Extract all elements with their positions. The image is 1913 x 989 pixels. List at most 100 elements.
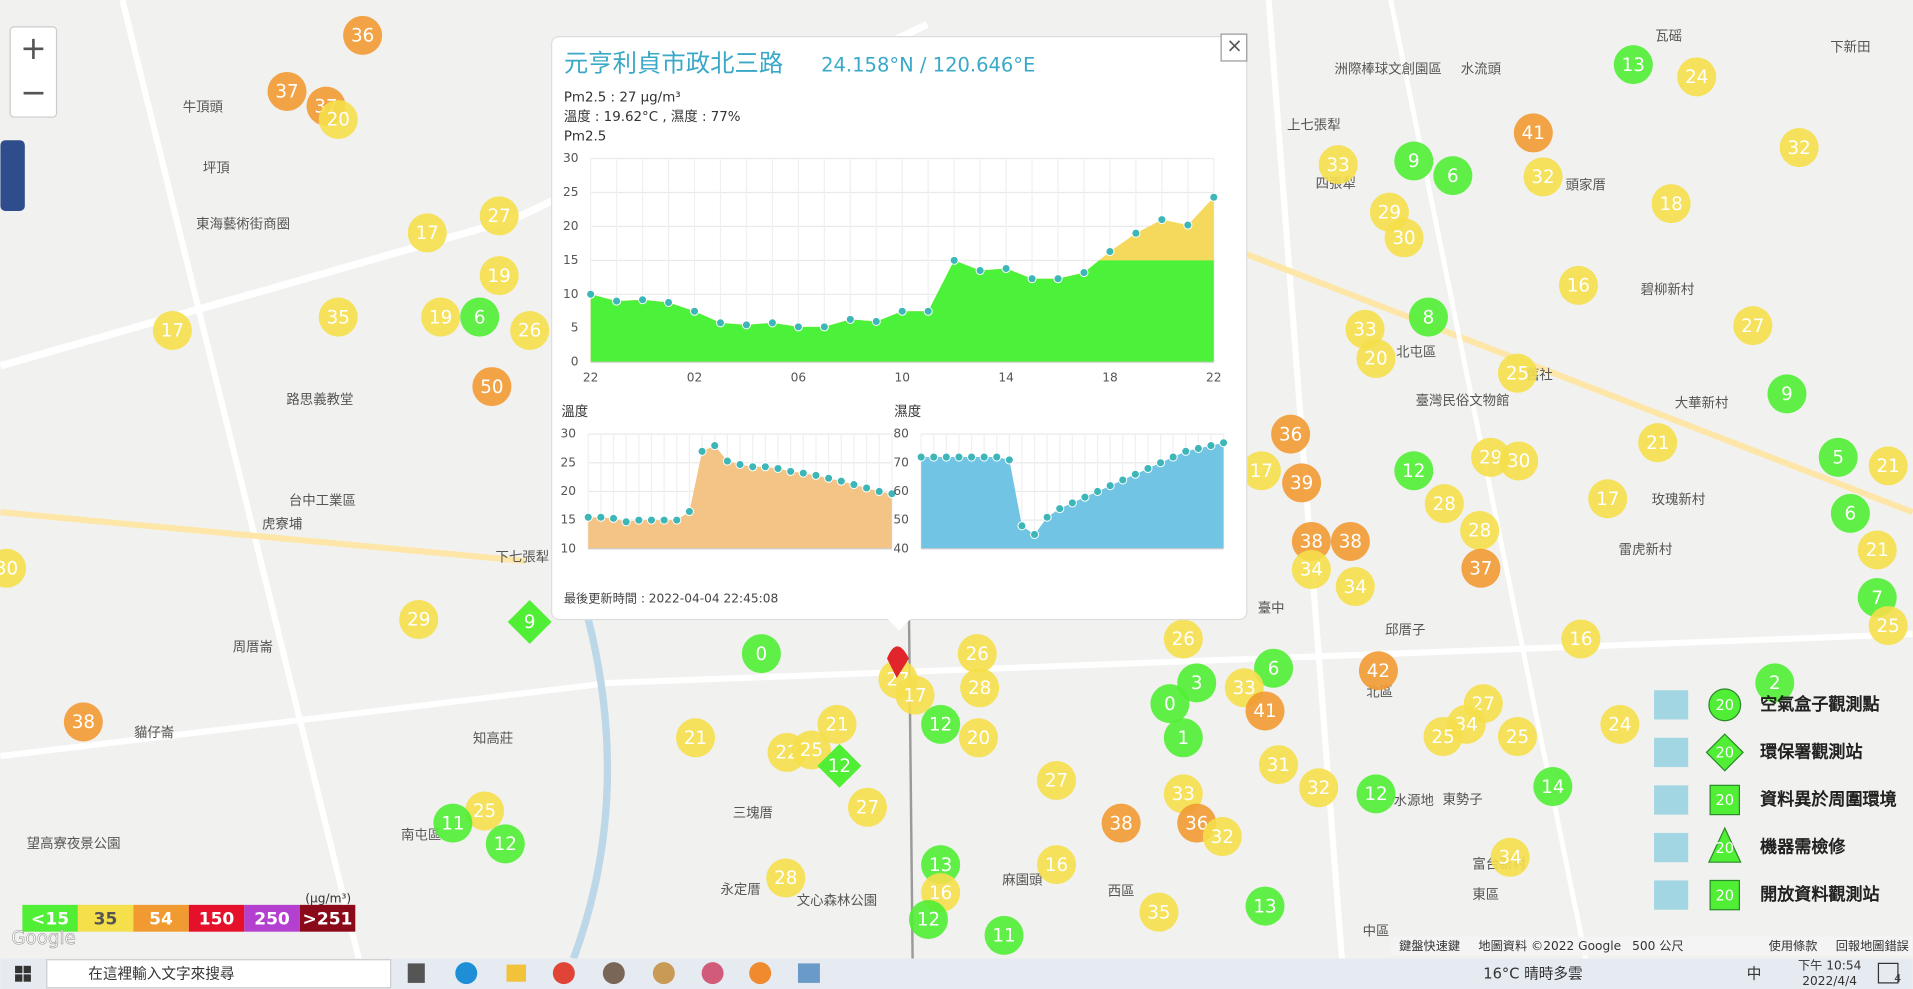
notify-icon[interactable]: [1877, 962, 1899, 984]
station-marker[interactable]: [1868, 606, 1908, 646]
station-marker[interactable]: [1282, 463, 1322, 503]
search-placeholder[interactable]: 在這裡輸入文字來搜尋: [88, 965, 234, 982]
station-marker[interactable]: [1600, 704, 1640, 744]
station-marker[interactable]: [1513, 113, 1553, 153]
station-marker[interactable]: [318, 99, 358, 140]
station-marker[interactable]: [460, 297, 500, 337]
footer-link[interactable]: 回報地圖錯誤: [1836, 938, 1909, 953]
station-marker[interactable]: [1588, 479, 1628, 519]
station-marker[interactable]: [0, 548, 27, 588]
station-marker[interactable]: [1733, 306, 1773, 346]
station-marker[interactable]: [1857, 530, 1897, 570]
ime[interactable]: 中: [1747, 965, 1762, 982]
station-marker[interactable]: [343, 15, 383, 55]
footer-link[interactable]: 使用條款: [1769, 938, 1818, 953]
station-marker[interactable]: [1490, 837, 1530, 877]
station-marker[interactable]: [1335, 567, 1375, 607]
station-marker[interactable]: [1163, 718, 1203, 758]
station-marker[interactable]: [791, 730, 831, 770]
station-marker[interactable]: [399, 599, 439, 640]
station-marker[interactable]: [407, 213, 447, 253]
station-marker[interactable]: [1533, 767, 1573, 807]
station-marker[interactable]: [1036, 760, 1077, 800]
station-marker[interactable]: [921, 704, 961, 744]
station-marker[interactable]: [1394, 141, 1434, 181]
footer-link[interactable]: 500 公尺: [1632, 939, 1684, 953]
station-marker[interactable]: [676, 718, 716, 758]
station-marker[interactable]: [1245, 886, 1285, 926]
station-marker[interactable]: [1163, 774, 1203, 814]
footer-link[interactable]: 鍵盤快速鍵: [1399, 938, 1460, 953]
station-marker[interactable]: [318, 297, 358, 337]
station-marker[interactable]: [1291, 521, 1331, 561]
station-marker[interactable]: [1433, 156, 1473, 196]
station-marker[interactable]: [1408, 297, 1448, 337]
station-marker[interactable]: [1651, 184, 1691, 224]
weather[interactable]: 16°C 晴時多雲: [1483, 965, 1582, 982]
station-marker[interactable]: [1424, 484, 1464, 524]
station-marker[interactable]: [1394, 451, 1434, 491]
station-marker[interactable]: [960, 668, 1000, 708]
side-tab[interactable]: [0, 140, 25, 211]
zoom-out[interactable]: −: [20, 75, 47, 111]
station-marker[interactable]: [1561, 619, 1601, 659]
station-marker[interactable]: [957, 634, 997, 674]
station-marker[interactable]: [1254, 648, 1294, 688]
station-marker[interactable]: [1150, 684, 1190, 724]
station-marker[interactable]: [1345, 309, 1385, 349]
station-marker[interactable]: [1638, 423, 1678, 463]
station-marker[interactable]: [1767, 374, 1807, 414]
station-marker[interactable]: [817, 704, 857, 744]
station-marker[interactable]: [1036, 845, 1077, 885]
station-marker[interactable]: [1101, 803, 1141, 843]
station-marker[interactable]: [510, 310, 550, 350]
station-marker[interactable]: [485, 824, 525, 864]
station-marker[interactable]: [908, 899, 948, 940]
zoom-in[interactable]: +: [20, 31, 47, 67]
station-marker[interactable]: [1299, 768, 1339, 808]
station-marker[interactable]: [1356, 774, 1396, 814]
search-box[interactable]: [46, 959, 392, 989]
station-marker[interactable]: [1358, 651, 1398, 691]
station-marker[interactable]: [1139, 892, 1179, 932]
station-marker[interactable]: [1460, 510, 1500, 550]
station-marker[interactable]: [1423, 717, 1463, 757]
close-button[interactable]: ×: [1226, 34, 1242, 57]
station-marker[interactable]: [479, 196, 519, 236]
station-marker[interactable]: [847, 787, 887, 827]
station-marker[interactable]: [1523, 157, 1563, 197]
station-marker[interactable]: [1779, 128, 1819, 168]
windows-logo[interactable]: [15, 965, 31, 982]
station-marker[interactable]: [433, 803, 473, 843]
station-marker[interactable]: [817, 743, 862, 788]
station-marker[interactable]: [1245, 691, 1285, 731]
station-marker[interactable]: [1356, 339, 1396, 379]
station-marker[interactable]: [472, 367, 512, 407]
station-marker[interactable]: [479, 256, 519, 296]
station-marker[interactable]: [921, 845, 961, 885]
station-marker[interactable]: [1163, 619, 1203, 659]
station-marker[interactable]: [1499, 441, 1539, 481]
station-marker[interactable]: [766, 858, 806, 898]
station-marker[interactable]: [1558, 265, 1598, 305]
station-marker[interactable]: [1384, 218, 1424, 258]
station-marker[interactable]: [958, 718, 998, 758]
clock-time[interactable]: 下午 10:54: [1798, 958, 1862, 972]
station-marker[interactable]: [1271, 414, 1311, 454]
station-marker[interactable]: [1177, 663, 1217, 703]
station-marker[interactable]: [1461, 548, 1501, 588]
station-marker[interactable]: [465, 791, 505, 831]
station-marker[interactable]: [1677, 57, 1717, 97]
station-marker[interactable]: [895, 675, 935, 715]
station-marker[interactable]: [1497, 717, 1537, 757]
station-marker[interactable]: [1818, 437, 1858, 477]
station-marker[interactable]: [1497, 353, 1537, 393]
station-marker[interactable]: [1291, 549, 1331, 590]
station-marker[interactable]: [1830, 493, 1870, 533]
footer-link[interactable]: 地圖資料 ©2022 Google: [1478, 939, 1621, 953]
station-marker[interactable]: [63, 702, 103, 742]
station-marker[interactable]: [1330, 521, 1370, 561]
station-marker[interactable]: [1755, 663, 1795, 703]
station-marker[interactable]: [1241, 451, 1281, 491]
station-marker[interactable]: [507, 599, 552, 644]
